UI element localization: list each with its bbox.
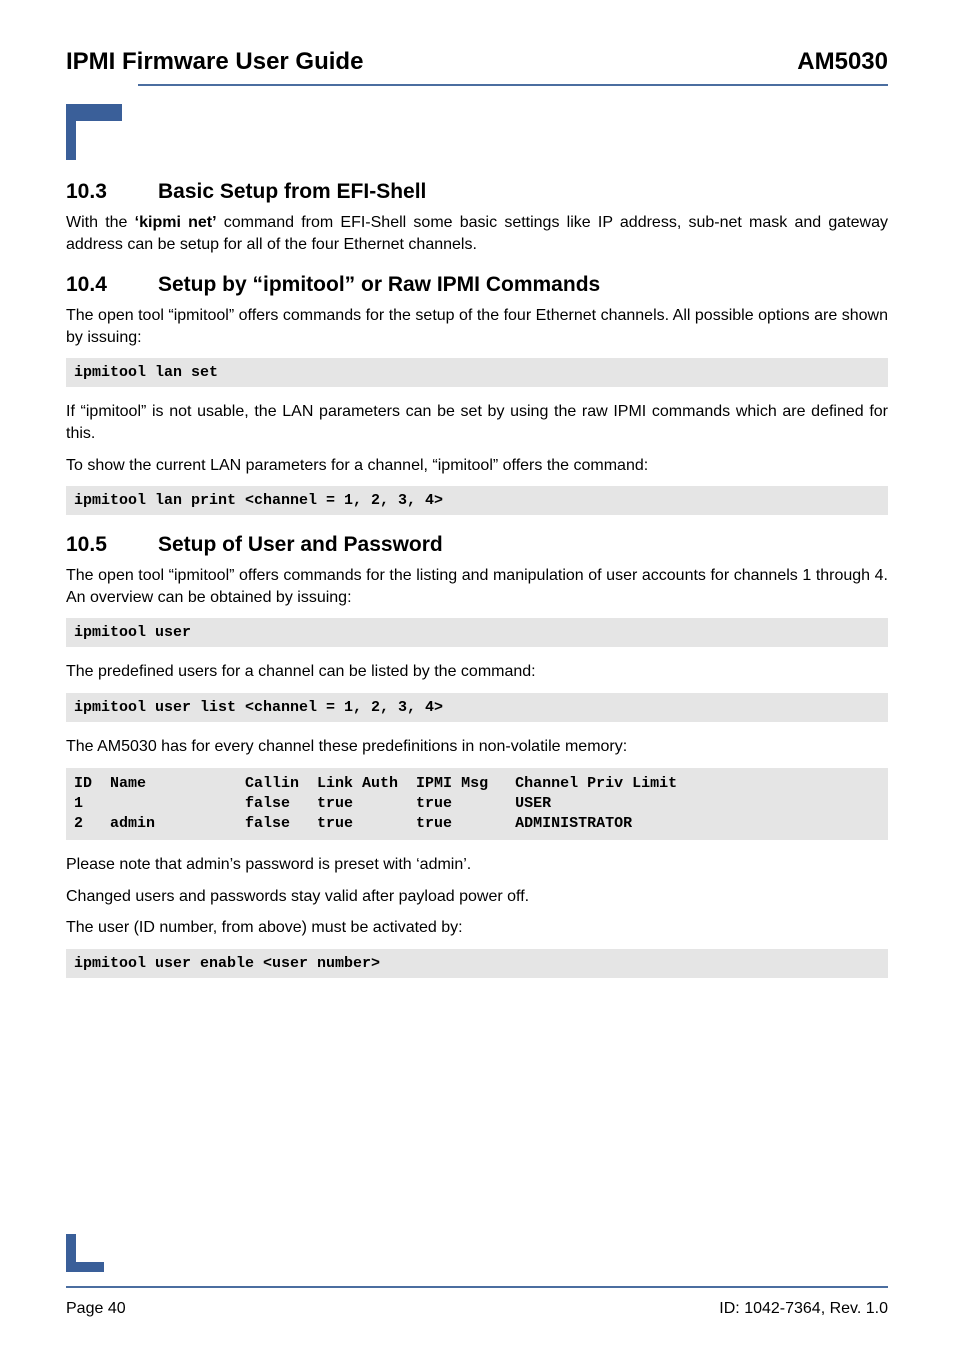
section-number: 10.5 <box>66 533 158 557</box>
brand-logo <box>66 104 888 162</box>
section-10-5-heading: 10.5 Setup of User and Password <box>66 533 888 557</box>
code-block: ipmitool lan set <box>66 358 888 387</box>
footer-rule <box>66 1286 888 1288</box>
section-title: Basic Setup from EFI-Shell <box>158 180 426 204</box>
section-10-4-heading: 10.4 Setup by “ipmitool” or Raw IPMI Com… <box>66 273 888 297</box>
paragraph: The user (ID number, from above) must be… <box>66 917 888 939</box>
paragraph: If “ipmitool” is not usable, the LAN par… <box>66 401 888 444</box>
user-list-table: ID Name Callin Link Auth IPMI Msg Channe… <box>66 768 888 841</box>
header-title-left: IPMI Firmware User Guide <box>66 48 363 76</box>
section-number: 10.3 <box>66 180 158 204</box>
header-title-right: AM5030 <box>797 48 888 76</box>
header-rule <box>138 84 888 86</box>
paragraph: The predefined users for a channel can b… <box>66 661 888 683</box>
paragraph: Please note that admin’s password is pre… <box>66 854 888 876</box>
paragraph: With the ‘kipmi net’ command from EFI-Sh… <box>66 212 888 255</box>
code-block: ipmitool user enable <user number> <box>66 949 888 978</box>
code-block: ipmitool user list <channel = 1, 2, 3, 4… <box>66 693 888 722</box>
section-number: 10.4 <box>66 273 158 297</box>
section-title: Setup of User and Password <box>158 533 443 557</box>
text-run: With the <box>66 214 135 231</box>
code-block: ipmitool lan print <channel = 1, 2, 3, 4… <box>66 486 888 515</box>
paragraph: The open tool “ipmitool” offers commands… <box>66 305 888 348</box>
footer-docid: ID: 1042-7364, Rev. 1.0 <box>719 1300 888 1318</box>
footer-corner-icon <box>66 1234 104 1272</box>
section-title: Setup by “ipmitool” or Raw IPMI Commands <box>158 273 600 297</box>
page-header: IPMI Firmware User Guide AM5030 <box>66 48 888 76</box>
paragraph: To show the current LAN parameters for a… <box>66 455 888 477</box>
page-footer: Page 40 ID: 1042-7364, Rev. 1.0 <box>66 1300 888 1318</box>
paragraph: The open tool “ipmitool” offers commands… <box>66 565 888 608</box>
code-block: ipmitool user <box>66 618 888 647</box>
command-name: ‘kipmi net’ <box>135 214 217 231</box>
paragraph: The AM5030 has for every channel these p… <box>66 736 888 758</box>
paragraph: Changed users and passwords stay valid a… <box>66 886 888 908</box>
footer-page: Page 40 <box>66 1300 126 1318</box>
section-10-3-heading: 10.3 Basic Setup from EFI-Shell <box>66 180 888 204</box>
